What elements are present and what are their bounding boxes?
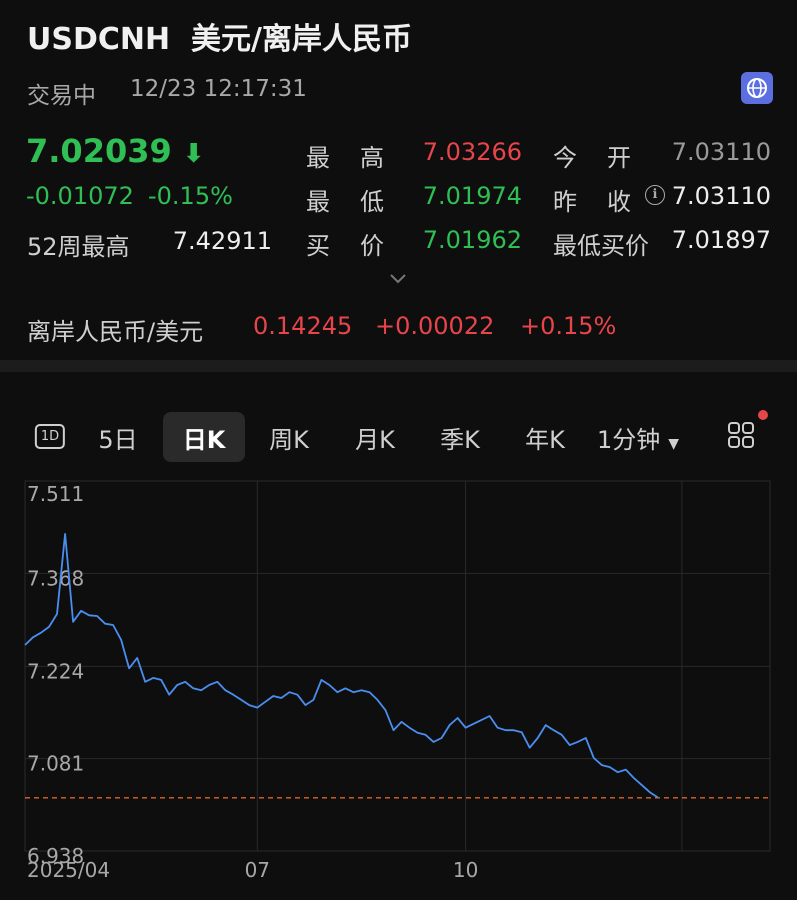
price-value: 7.02039 bbox=[26, 132, 172, 170]
down-arrow: ⬇ bbox=[182, 139, 205, 169]
layout-button[interactable] bbox=[726, 408, 770, 456]
stat-label: 昨收 bbox=[553, 188, 661, 216]
week52-label: 52周最高 bbox=[27, 233, 130, 261]
separator bbox=[0, 360, 797, 372]
inverse-change-percent: +0.15% bbox=[520, 312, 617, 340]
timeframe-tab[interactable]: 日K bbox=[182, 426, 226, 454]
selected-tab-background bbox=[163, 412, 245, 462]
x-tick-label: 07 bbox=[245, 858, 270, 882]
pair-name: 美元/离岸人民币 bbox=[191, 22, 412, 57]
timeframe-tab[interactable]: 1分钟 ▼ bbox=[596, 426, 680, 454]
timeframe-tab[interactable]: 月K bbox=[355, 426, 395, 454]
stat-value: 7.01897 bbox=[671, 226, 771, 254]
dropdown-caret: ▼ bbox=[668, 436, 680, 452]
y-tick-label: 7.511 bbox=[27, 482, 84, 506]
stat-label: 最高 bbox=[306, 144, 414, 172]
change-percent: -0.15% bbox=[148, 182, 233, 210]
globe-button[interactable] bbox=[741, 72, 773, 104]
timestamp: 12/23 12:17:31 bbox=[130, 76, 307, 102]
stat-value: 7.03110 bbox=[671, 182, 771, 210]
y-tick-label: 7.368 bbox=[27, 566, 84, 590]
timeframe-tab[interactable]: 季K bbox=[440, 426, 480, 454]
stat-value: 7.03266 bbox=[422, 138, 522, 166]
stat-value: 7.01974 bbox=[422, 182, 522, 210]
stat-value: 7.01962 bbox=[422, 226, 522, 254]
y-tick-label: 6.938 bbox=[27, 844, 84, 868]
x-tick-label: 10 bbox=[453, 858, 478, 882]
week52-value: 7.42911 bbox=[172, 227, 272, 255]
timeframe-tab[interactable]: 1D bbox=[34, 424, 66, 449]
price-line bbox=[24, 533, 659, 799]
change: -0.01072 bbox=[26, 182, 134, 210]
y-tick-label: 7.081 bbox=[27, 752, 84, 776]
stat-value: 7.03110 bbox=[671, 138, 771, 166]
stat-label: 今开 bbox=[553, 144, 661, 172]
y-tick-label: 7.224 bbox=[27, 659, 84, 683]
inverse-value: 0.14245 bbox=[253, 312, 353, 340]
stat-label: 最低 bbox=[306, 188, 414, 216]
x-tick-label: 2025/04 bbox=[27, 858, 110, 882]
stat-label: 最低买价 bbox=[553, 232, 649, 260]
stat-label: 买价 bbox=[306, 232, 414, 260]
expand-chevron[interactable] bbox=[388, 272, 408, 286]
inverse-label: 离岸人民币/美元 bbox=[27, 318, 204, 346]
status: 交易中 bbox=[27, 83, 96, 109]
title: USDCNH 美元/离岸人民币 bbox=[27, 14, 412, 58]
last-price: 7.02039 ⬇ bbox=[26, 132, 205, 170]
info-icon[interactable]: ℹ bbox=[645, 185, 665, 205]
timeframe-tab[interactable]: 周K bbox=[269, 426, 309, 454]
timeframe-tab[interactable]: 年K bbox=[525, 426, 565, 454]
timeframe-tab[interactable]: 5日 bbox=[98, 426, 138, 454]
inverse-change: +0.00022 bbox=[375, 312, 495, 340]
symbol: USDCNH bbox=[27, 22, 171, 57]
